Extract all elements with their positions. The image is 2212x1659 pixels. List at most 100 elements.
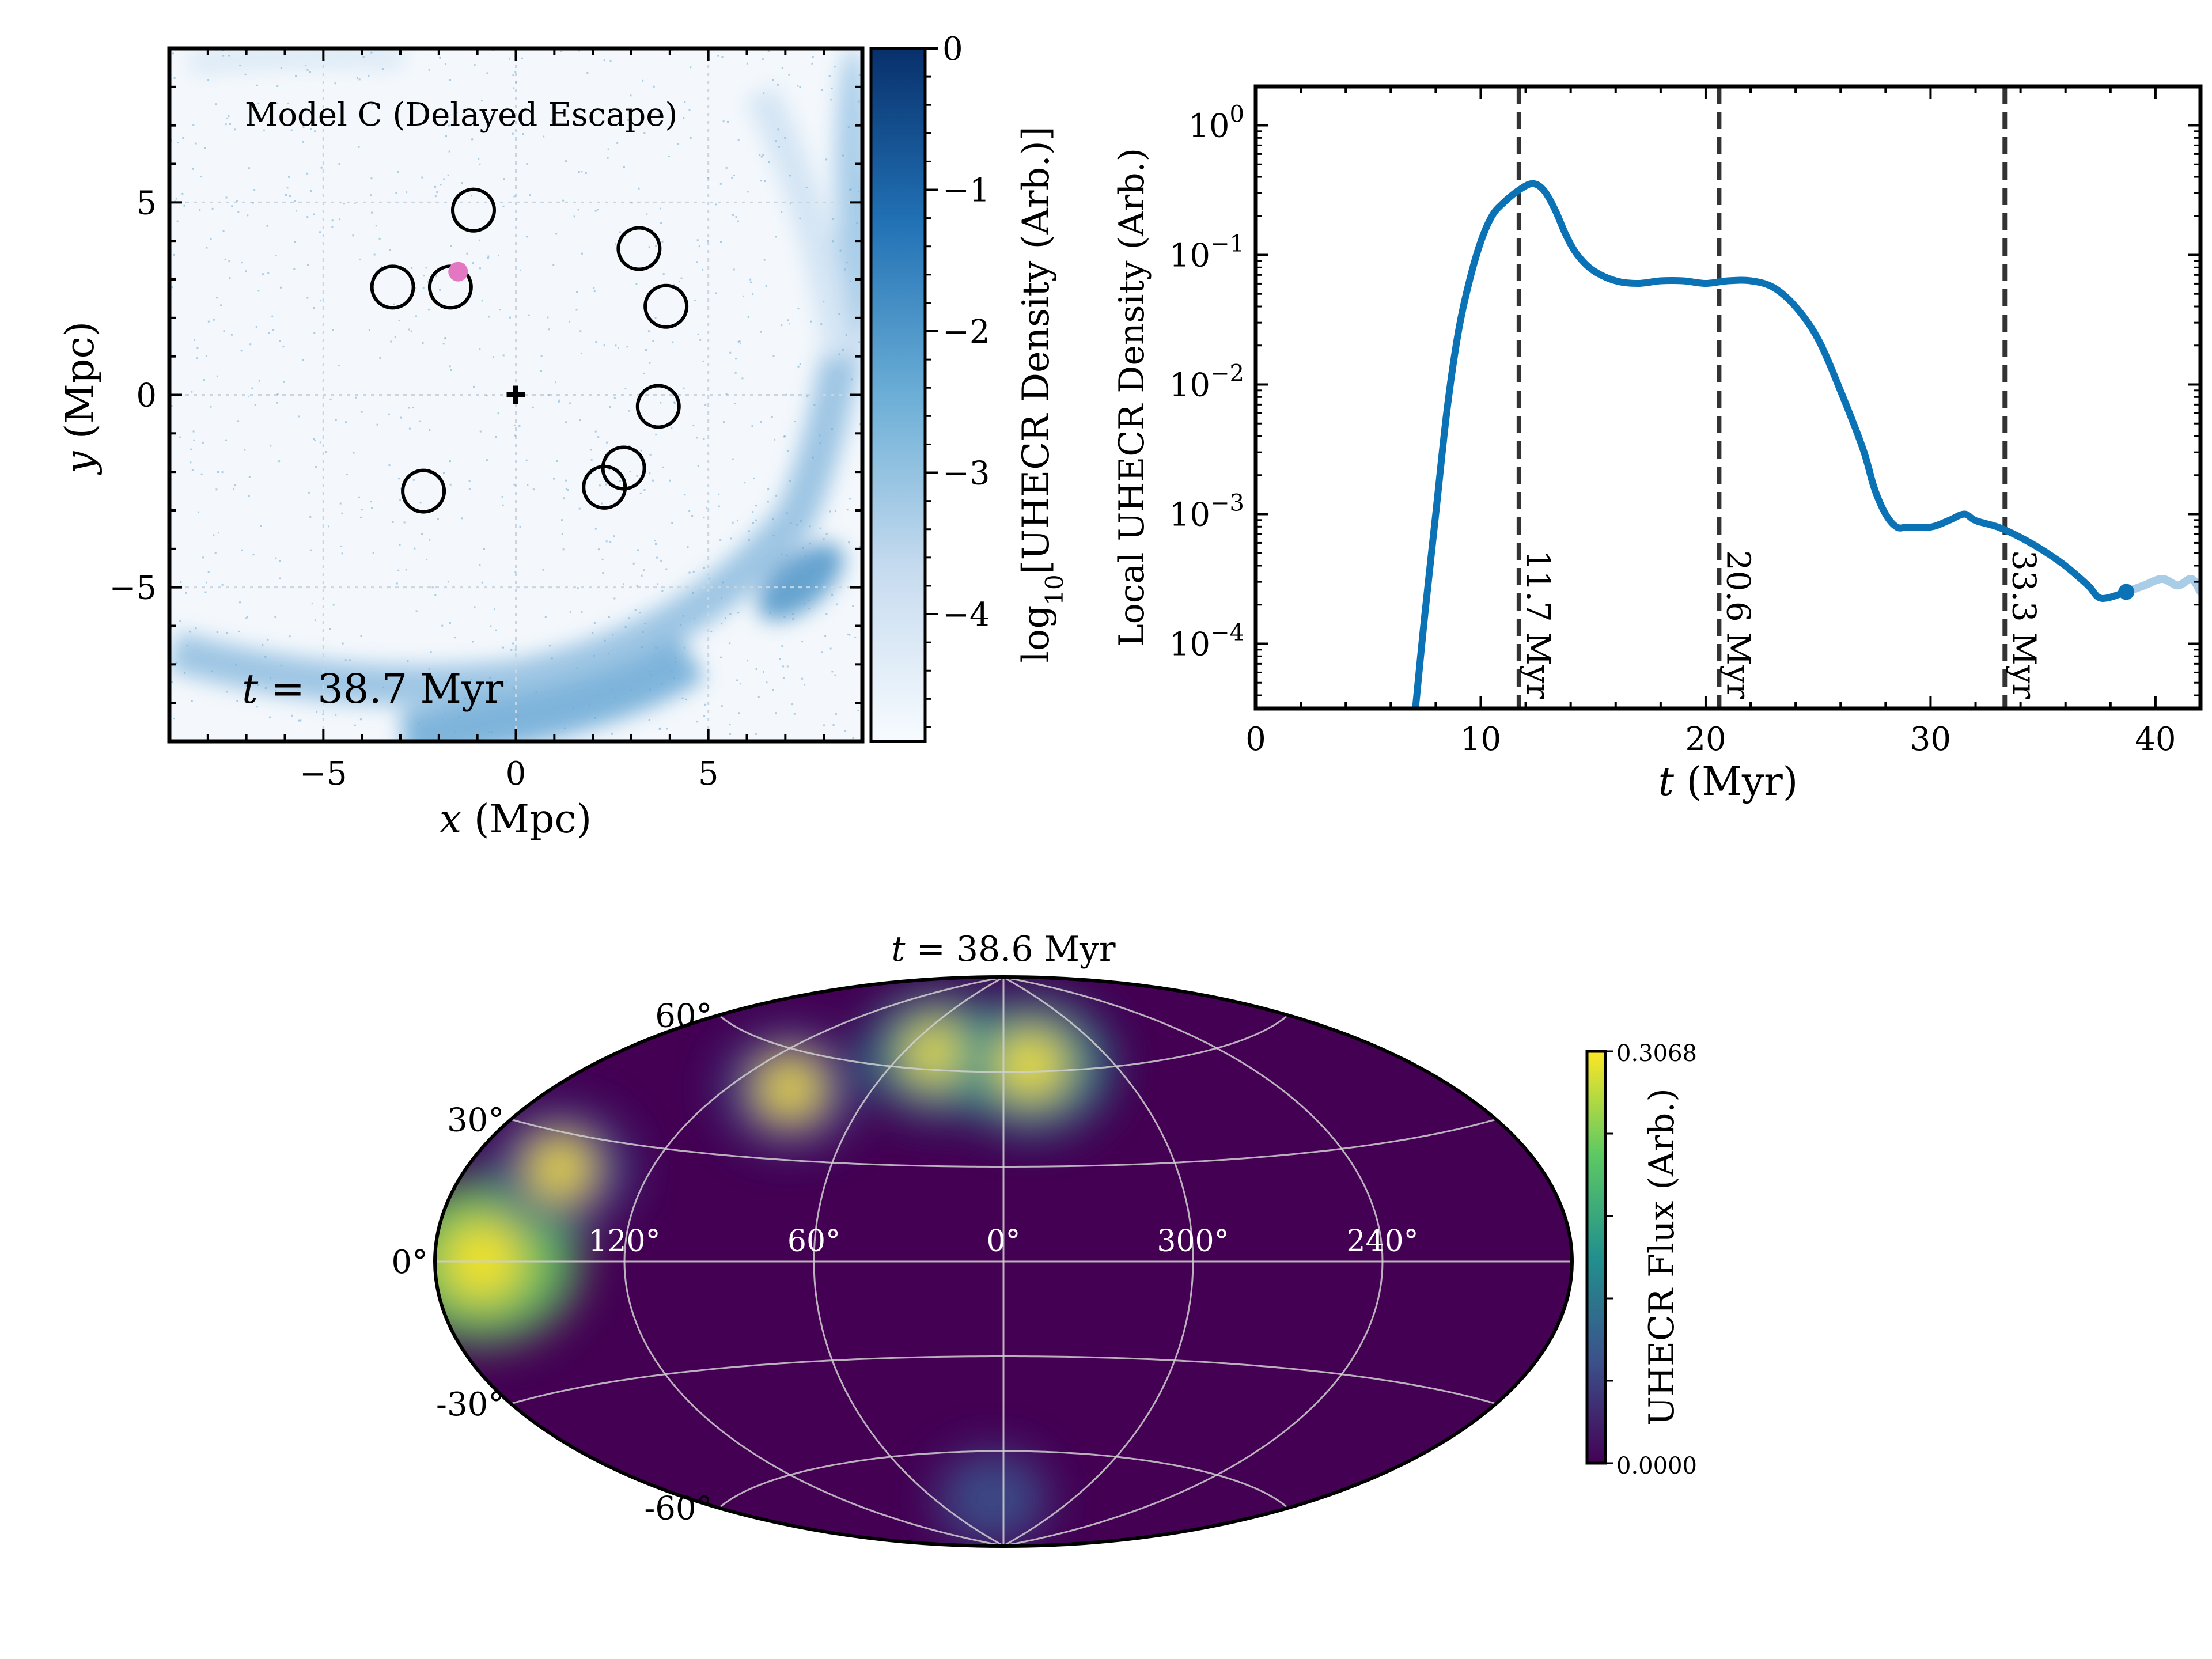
density-speck: [590, 449, 592, 451]
density-speck: [687, 546, 689, 548]
density-speck: [338, 163, 340, 165]
density-speck: [791, 613, 794, 615]
density-speck: [237, 420, 240, 422]
density-speck: [217, 471, 219, 474]
density-speck: [215, 297, 218, 299]
density-speck: [540, 355, 543, 357]
density-speck: [255, 325, 257, 328]
density-speck: [749, 278, 752, 281]
density-speck: [613, 597, 616, 600]
time-y-axis-label: Local UHECR Density (Arb.): [1112, 148, 1152, 647]
density-speck: [529, 194, 531, 196]
density-speck: [332, 604, 335, 606]
density-speck: [238, 630, 240, 632]
density-speck: [513, 195, 516, 198]
density-speck: [749, 281, 752, 283]
density-speck: [831, 87, 833, 89]
density-speck: [751, 425, 753, 427]
density-speck: [768, 161, 770, 164]
density-speck: [690, 137, 692, 139]
epoch-label: 33.3 Myr: [2005, 550, 2042, 699]
density-speck: [721, 705, 723, 707]
density-speck: [660, 559, 662, 562]
density-speck: [660, 222, 662, 225]
density-speck: [597, 548, 600, 551]
density-speck: [310, 128, 312, 130]
density-speck: [669, 479, 671, 482]
density-speck: [607, 653, 609, 655]
model-annotation: Model C (Delayed Escape): [245, 96, 677, 134]
density-speck: [597, 209, 599, 211]
density-speck: [577, 209, 579, 211]
density-speck: [735, 358, 737, 360]
density-speck: [275, 102, 278, 104]
density-speck: [329, 628, 331, 630]
density-speck: [239, 601, 241, 604]
density-vs-time-panel: 11.7 Myr 20.6 Myr 33.3 Myr 0 10 20 30 40 100 10−1…: [1112, 84, 2203, 805]
density-speck: [729, 642, 731, 645]
density-speck: [783, 435, 785, 438]
density-speck: [718, 493, 720, 495]
density-speck: [361, 509, 363, 511]
density-speck: [206, 247, 208, 249]
density-speck: [444, 63, 446, 65]
density-speck: [215, 103, 217, 105]
density-speck: [755, 733, 757, 735]
density-speck: [849, 498, 851, 500]
density-speck: [558, 401, 560, 403]
density-speck: [742, 295, 744, 297]
density-speck: [649, 688, 651, 691]
density-speck: [708, 578, 710, 580]
density-speck: [257, 290, 260, 292]
density-speck: [497, 254, 499, 256]
parallel-line: [510, 1355, 1497, 1405]
flux-colorbar-min: 0.0000: [1616, 1453, 1697, 1479]
density-speck: [575, 291, 578, 293]
density-speck: [808, 599, 810, 601]
density-speck: [431, 586, 434, 589]
density-speck: [673, 402, 676, 404]
density-speck: [842, 349, 844, 351]
density-speck: [525, 459, 528, 461]
density-speck: [354, 203, 356, 205]
density-speck: [442, 343, 445, 345]
density-speck: [422, 342, 424, 344]
density-speck: [748, 530, 750, 532]
density-speck: [313, 438, 315, 440]
density-speck: [251, 387, 253, 389]
density-speck: [234, 484, 236, 487]
density-speck: [648, 246, 650, 248]
density-speck: [662, 273, 665, 275]
density-speck: [358, 146, 360, 148]
density-speck: [834, 674, 836, 676]
density-speck: [732, 214, 734, 217]
density-speck: [830, 99, 832, 101]
x-tick-label: 5: [698, 755, 719, 793]
density-speck: [643, 132, 646, 134]
density-speck: [464, 697, 467, 699]
density-speck: [688, 571, 691, 574]
density-speck: [479, 239, 481, 241]
density-speck: [823, 301, 825, 303]
density-speck: [738, 340, 741, 343]
density-speck: [177, 142, 179, 144]
density-speck: [819, 527, 821, 529]
flux-colorbar: [1585, 1050, 1607, 1465]
density-speck: [682, 615, 684, 617]
latitude-label: 60°: [655, 998, 712, 1035]
density-speck: [696, 239, 699, 241]
density-speck: [849, 189, 851, 191]
density-speck: [657, 583, 659, 585]
density-colorbar-ticks: 0 −1 −2 −3 −4: [925, 31, 990, 728]
density-speck: [314, 439, 316, 441]
density-speck: [450, 245, 452, 247]
density-speck: [724, 616, 726, 619]
density-speck: [766, 681, 768, 684]
density-speck: [429, 539, 431, 541]
density-speck: [737, 612, 740, 614]
density-speck: [390, 340, 392, 343]
density-speck: [615, 697, 617, 699]
density-speck: [642, 569, 645, 571]
density-speck: [775, 494, 778, 497]
density-speck: [699, 339, 702, 341]
